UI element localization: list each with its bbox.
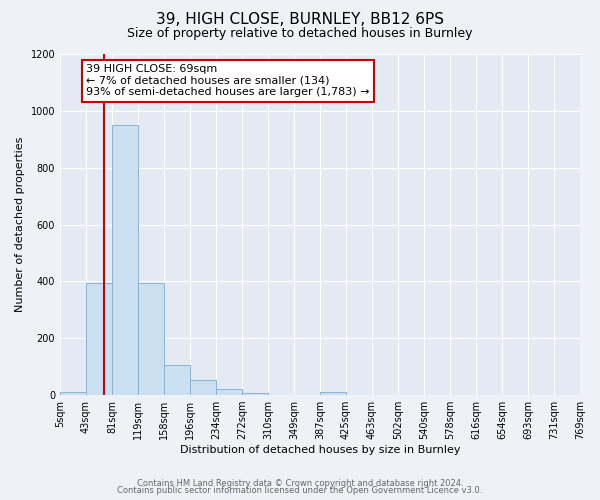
X-axis label: Distribution of detached houses by size in Burnley: Distribution of detached houses by size …	[180, 445, 460, 455]
Bar	[320, 392, 346, 395]
Bar	[60, 392, 86, 395]
Y-axis label: Number of detached properties: Number of detached properties	[15, 137, 25, 312]
Bar	[216, 389, 242, 395]
Bar	[164, 365, 190, 395]
Bar	[138, 283, 164, 395]
Text: 39, HIGH CLOSE, BURNLEY, BB12 6PS: 39, HIGH CLOSE, BURNLEY, BB12 6PS	[156, 12, 444, 28]
Text: Size of property relative to detached houses in Burnley: Size of property relative to detached ho…	[127, 28, 473, 40]
Text: Contains HM Land Registry data © Crown copyright and database right 2024.: Contains HM Land Registry data © Crown c…	[137, 478, 463, 488]
Bar	[112, 125, 138, 395]
Bar	[242, 393, 268, 395]
Bar	[190, 380, 216, 395]
Text: 39 HIGH CLOSE: 69sqm
← 7% of detached houses are smaller (134)
93% of semi-detac: 39 HIGH CLOSE: 69sqm ← 7% of detached ho…	[86, 64, 370, 98]
Text: Contains public sector information licensed under the Open Government Licence v3: Contains public sector information licen…	[118, 486, 482, 495]
Bar	[86, 283, 112, 395]
